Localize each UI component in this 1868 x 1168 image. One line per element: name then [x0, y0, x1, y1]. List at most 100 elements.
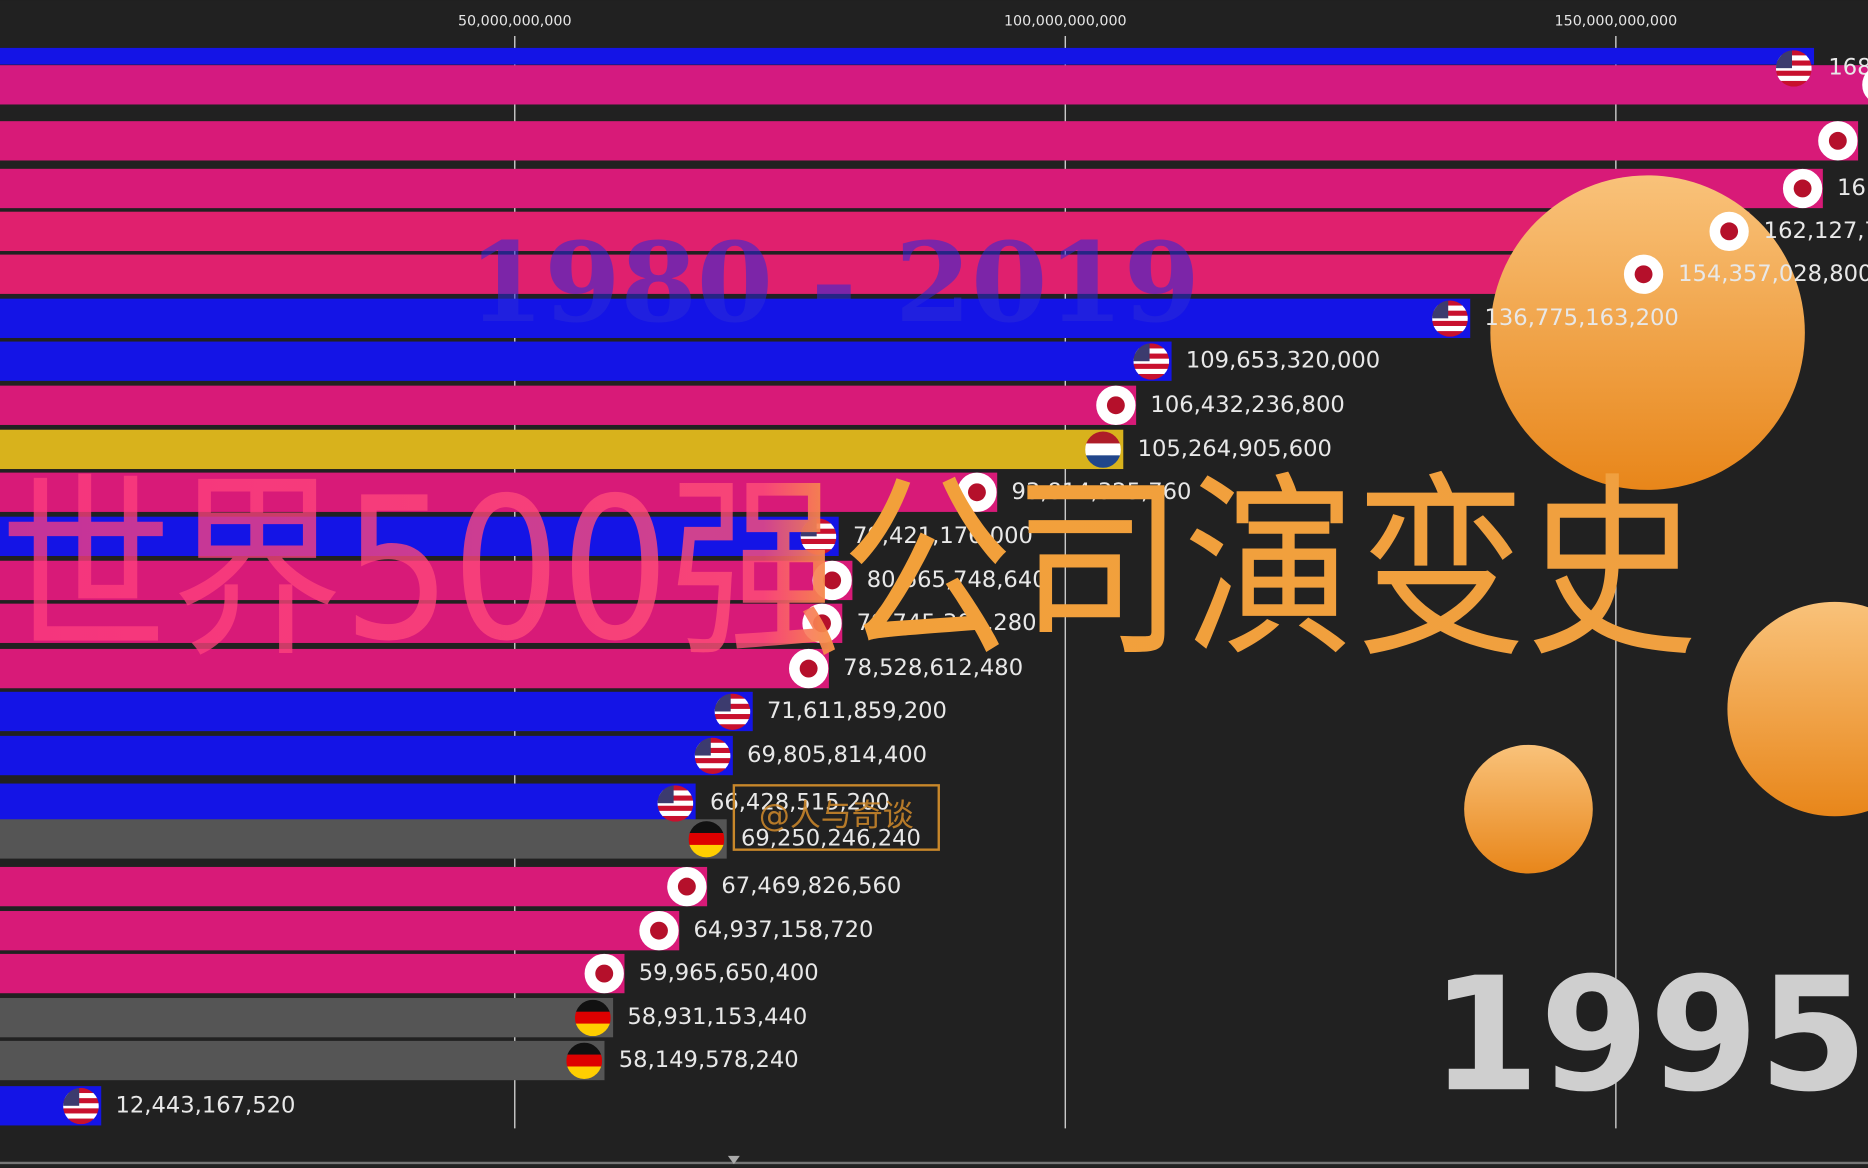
bar [0, 603, 843, 643]
flag-ring [1782, 168, 1823, 209]
flag-ring [802, 603, 842, 643]
flag-stripe [694, 742, 731, 749]
flag-icon [1775, 50, 1812, 87]
flag-stripe [657, 805, 694, 812]
flag-ring [584, 953, 624, 994]
flag-stripe [1432, 315, 1468, 322]
value-label: 105,264,905,600 [1138, 436, 1332, 462]
watermark: @人与奇谈 [759, 798, 914, 834]
value-label: 79,421,176,000 [853, 523, 1033, 549]
bar [0, 65, 1868, 105]
flag-stripe [800, 528, 837, 535]
flag-stripe [694, 763, 731, 769]
value-label: 162,127,7 [1764, 218, 1868, 244]
flag-ring [1623, 254, 1664, 294]
flag-stripe [1775, 70, 1812, 77]
bar [0, 516, 839, 557]
value-label: 58,149,578,240 [619, 1047, 799, 1073]
flag-disc [1828, 131, 1847, 150]
flag-disc [968, 483, 986, 502]
flag-stripe [1775, 80, 1812, 87]
flag-disc [813, 614, 831, 633]
flag-band [574, 1023, 611, 1037]
flag-ring [1096, 385, 1136, 425]
flag-stripe [657, 815, 694, 822]
value-label: 106,432,236,800 [1150, 392, 1344, 418]
value-label: 168 [1828, 55, 1868, 81]
flag-stripe [1432, 320, 1468, 327]
bar [0, 866, 708, 907]
flag-stripe [1432, 300, 1468, 307]
flag-icon [1864, 66, 1868, 103]
bar [0, 385, 1137, 425]
bar [0, 783, 696, 823]
flag-icon [63, 1087, 99, 1125]
flag-stripe [694, 758, 731, 764]
flag-band [1085, 431, 1121, 445]
flag-stripe [1775, 75, 1812, 82]
flag-disc [1793, 179, 1812, 198]
flag-icon [1085, 431, 1121, 468]
value-label: 79,745,301,280 [857, 610, 1037, 636]
bar [0, 953, 625, 994]
bar [0, 1040, 605, 1081]
value-label: 66,428,515,200 [710, 790, 890, 816]
flag-disc [595, 964, 614, 983]
bars [0, 47, 1868, 1126]
flag-disc [799, 659, 818, 678]
flag-stripe [1133, 348, 1170, 355]
orb [1727, 601, 1868, 817]
value-label: 71,611,859,200 [767, 698, 947, 724]
flag-stripe [1133, 343, 1170, 350]
flag-band [566, 1054, 603, 1068]
bar [0, 341, 1172, 381]
bar [0, 121, 1859, 161]
flag-stripe [63, 1118, 99, 1125]
flag-stripe [657, 800, 694, 807]
x-tick-label: 50,000,000,000 [458, 14, 572, 30]
flag-stripe [63, 1108, 99, 1115]
bar [0, 254, 1664, 294]
flag-stripe [694, 768, 731, 775]
flag-disc [823, 571, 842, 590]
bar [0, 691, 753, 732]
flag-stripe [1133, 363, 1170, 370]
value-label: 80,665,748,640 [867, 567, 1047, 593]
flag-stripe [1775, 55, 1812, 62]
flag-stripe [714, 703, 751, 710]
bar [0, 735, 733, 776]
decoration [1464, 175, 1868, 874]
value-label: 64,937,158,720 [694, 917, 874, 943]
value-label: 93,814,325,760 [1011, 479, 1191, 505]
flag-stripe [714, 698, 751, 705]
bar [0, 168, 1823, 209]
flag-stripe [800, 518, 837, 525]
flag-stripe [1432, 310, 1468, 317]
flag-stripe [657, 790, 694, 797]
value-label: 154,357,028,800 [1678, 261, 1868, 287]
value-label: 136,775,163,200 [1485, 305, 1679, 331]
x-tick-label: 100,000,000,000 [1004, 14, 1127, 30]
flag-icon [566, 1042, 603, 1079]
flag-stripe [63, 1103, 99, 1109]
flag-stripe [1133, 353, 1170, 360]
flag-stripe [1432, 331, 1468, 337]
flag-icon [1432, 300, 1468, 337]
flag-disc [1634, 265, 1653, 284]
flag-ring [957, 472, 997, 512]
bar [0, 211, 1750, 252]
flag-stripe [1432, 325, 1468, 332]
flag-disc [677, 877, 696, 896]
flag-band [566, 1042, 603, 1056]
bar [0, 429, 1124, 470]
flag-stripe [714, 693, 751, 700]
bar [0, 997, 614, 1038]
flag-stripe [714, 719, 751, 725]
flag-stripe [800, 549, 837, 555]
bar [0, 911, 680, 951]
bar [0, 560, 853, 601]
flag-ring [788, 648, 829, 689]
flag-stripe [694, 737, 731, 744]
orb [1464, 744, 1593, 874]
flag-ring [639, 911, 679, 951]
